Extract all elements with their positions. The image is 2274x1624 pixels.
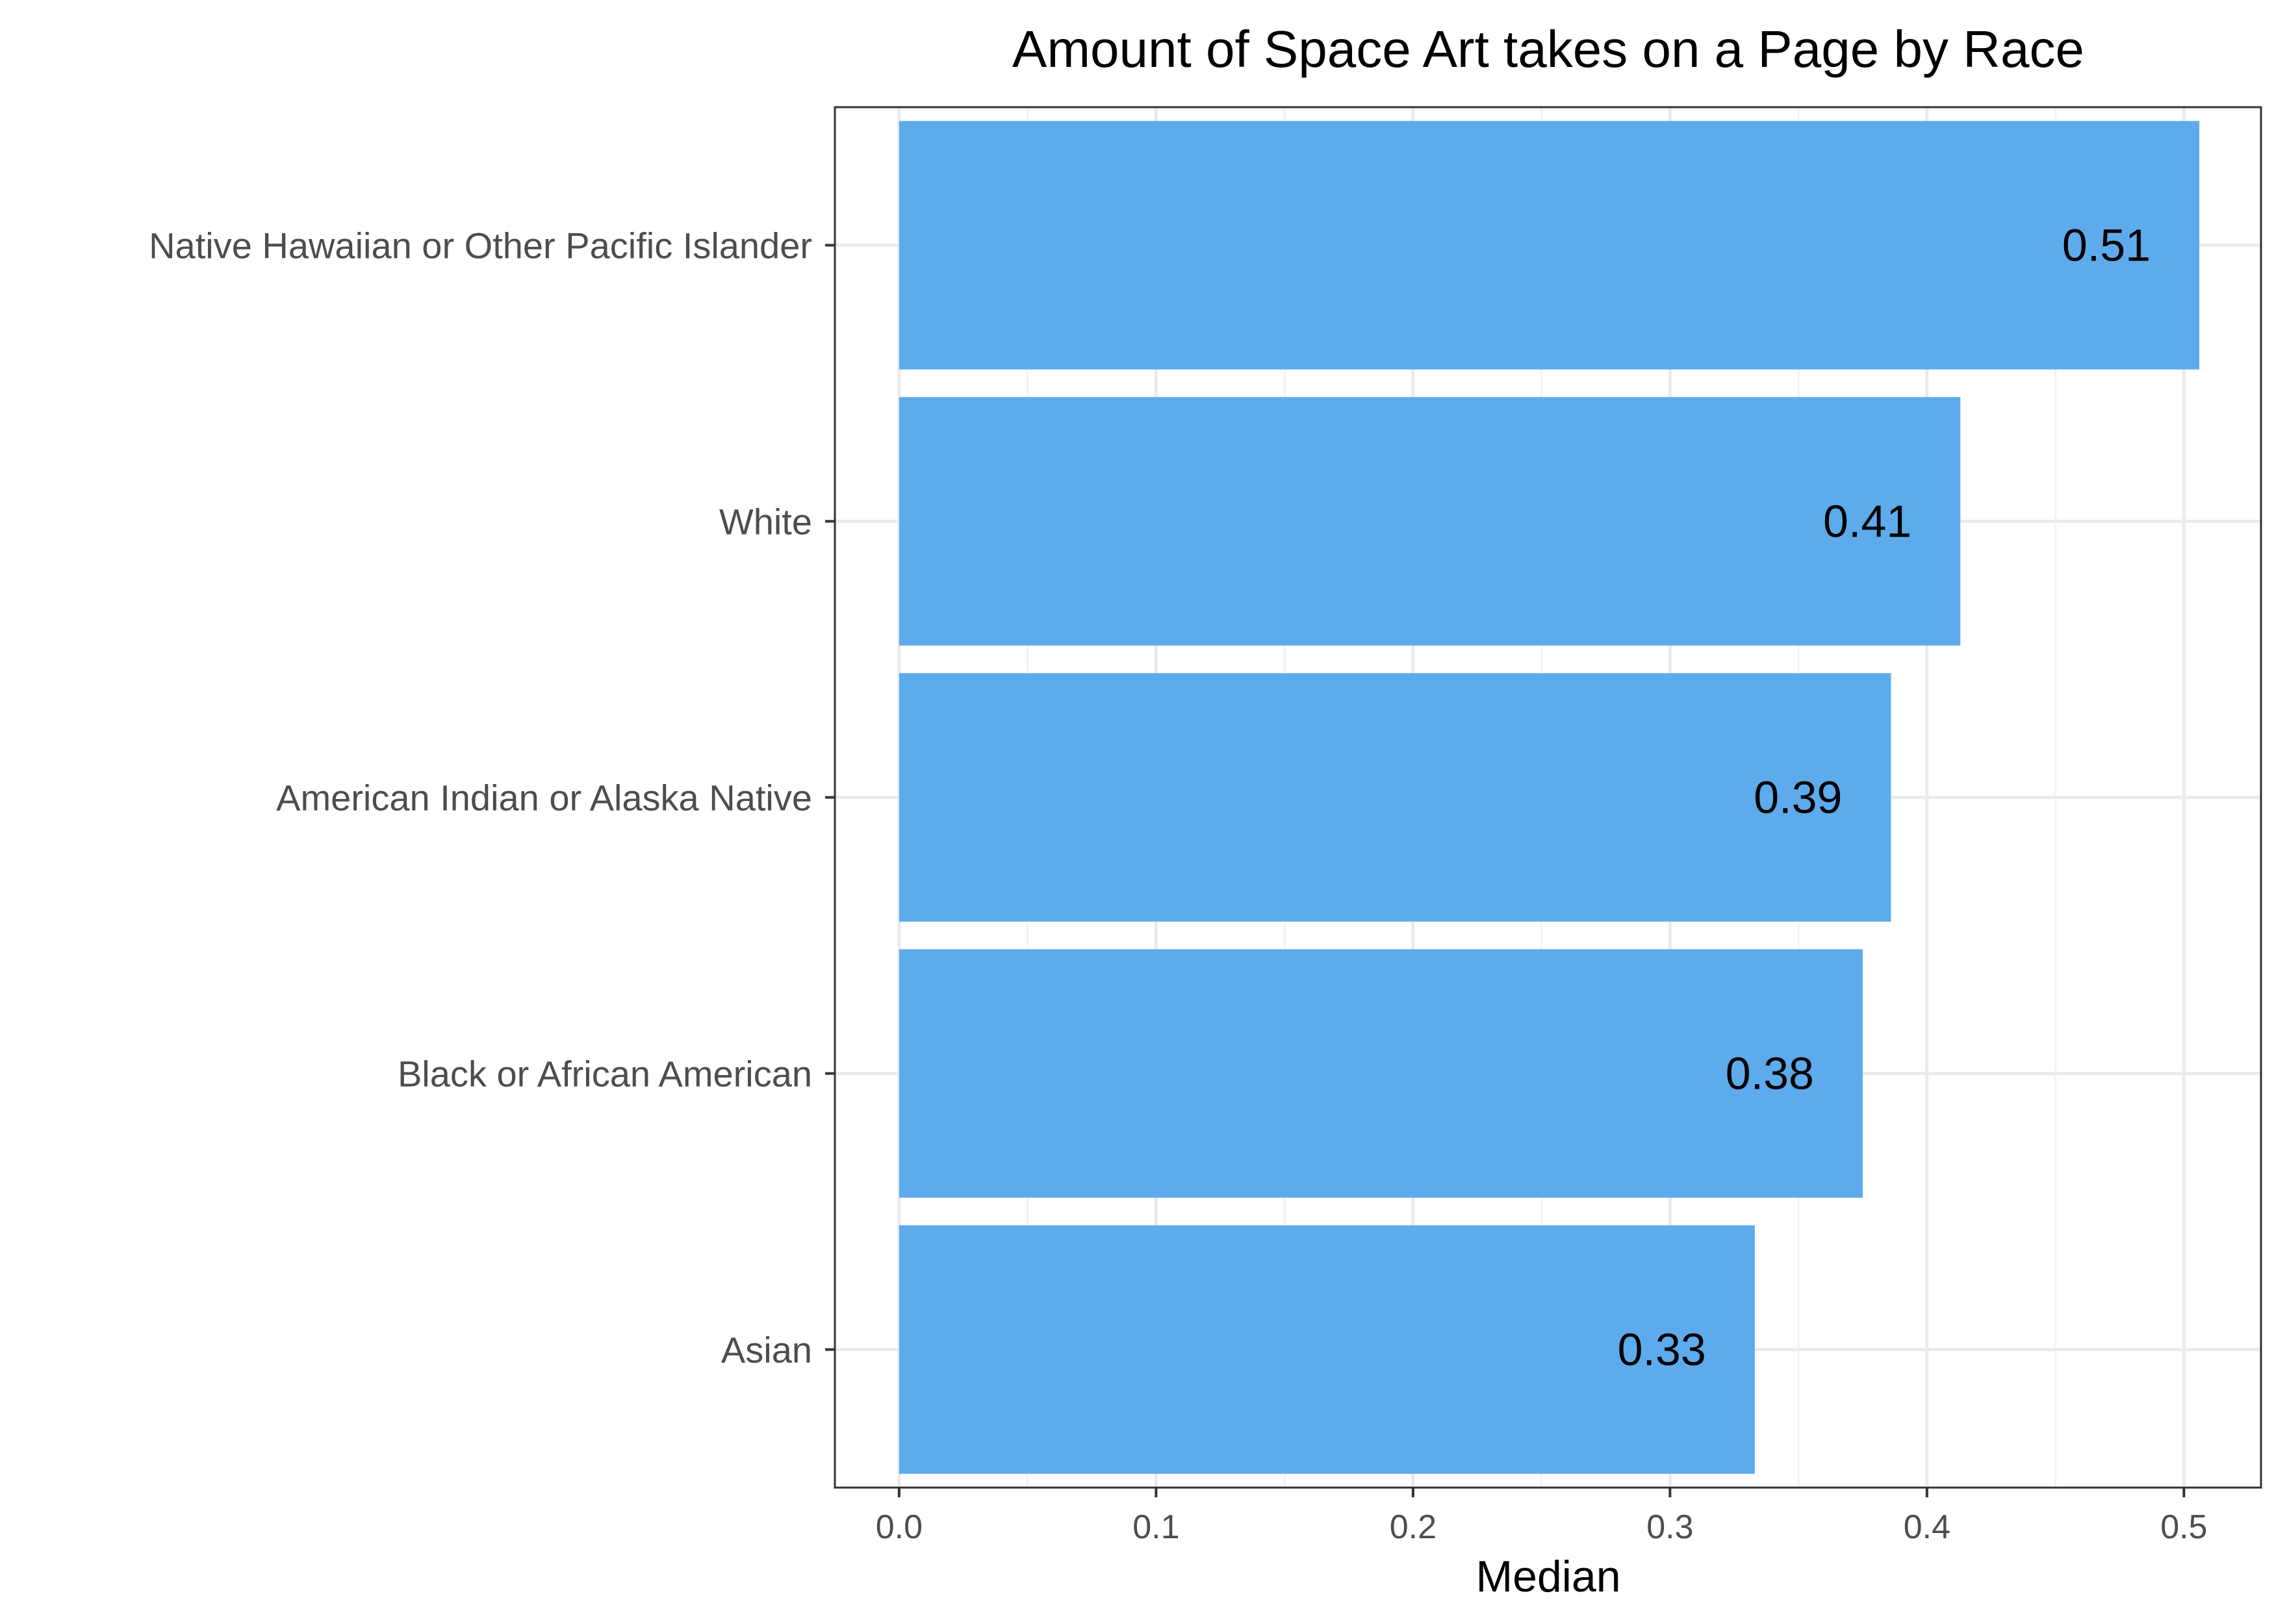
x-tick-label: 0.0 xyxy=(876,1508,923,1546)
x-axis-title: Median xyxy=(1476,1552,1620,1601)
x-tick-label: 0.1 xyxy=(1132,1508,1179,1546)
bar xyxy=(899,673,1891,922)
bar-data-label: 0.33 xyxy=(1618,1325,1706,1375)
x-axis: 0.0 0.1 0.2 0.3 0.4 0.5 xyxy=(876,1488,2207,1546)
bar xyxy=(899,397,1961,646)
x-tick-label: 0.2 xyxy=(1390,1508,1437,1546)
y-tick-label: American Indian or Alaska Native xyxy=(276,778,812,818)
bar-data-label: 0.38 xyxy=(1726,1048,1814,1099)
data-labels: 0.51 0.41 0.39 0.38 0.33 xyxy=(1618,220,2151,1375)
bar-data-label: 0.51 xyxy=(2062,220,2151,271)
bar xyxy=(899,949,1863,1198)
chart-title: Amount of Space Art takes on a Page by R… xyxy=(1012,20,2084,78)
bar-data-label: 0.39 xyxy=(1754,772,1842,823)
bar xyxy=(899,1225,1755,1474)
bars xyxy=(899,121,2200,1474)
x-tick-label: 0.3 xyxy=(1646,1508,1693,1546)
x-tick-label: 0.4 xyxy=(1904,1508,1950,1546)
x-tick-label: 0.5 xyxy=(2160,1508,2207,1546)
bar-data-label: 0.41 xyxy=(1823,496,1911,547)
y-tick-label: White xyxy=(719,501,812,542)
y-axis: Native Hawaiian or Other Pacific Islande… xyxy=(149,225,835,1371)
y-tick-label: Native Hawaiian or Other Pacific Islande… xyxy=(149,225,812,266)
y-tick-label: Black or African American xyxy=(398,1054,812,1095)
bar xyxy=(899,121,2200,370)
y-tick-label: Asian xyxy=(721,1330,812,1371)
